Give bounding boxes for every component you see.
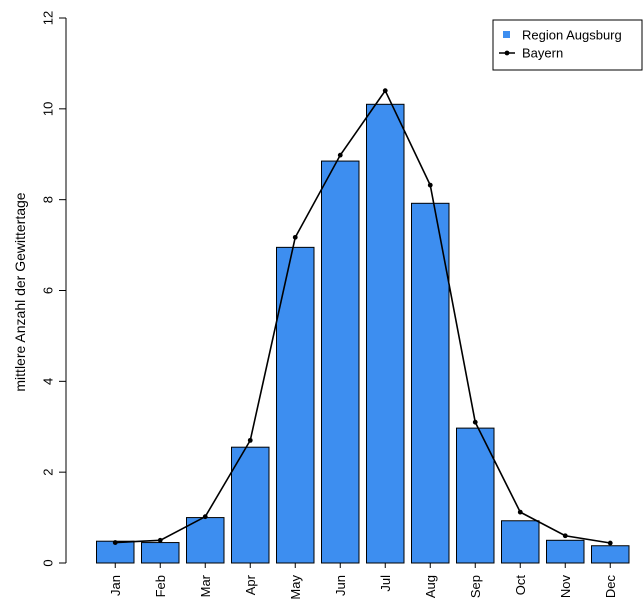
point-bayern-may [292, 234, 298, 240]
legend-box [492, 19, 643, 71]
point-bayern-jan [112, 540, 118, 545]
point-bayern-aug [427, 182, 433, 188]
point-bayern-jun [337, 152, 343, 158]
bar-aug [411, 202, 450, 564]
y-tick-label: 0 [41, 559, 56, 566]
x-tick-label: Nov [558, 575, 573, 599]
bar-series [96, 103, 630, 564]
y-tick-label: 12 [41, 11, 56, 25]
y-tick-label: 2 [41, 469, 56, 476]
point-bayern-nov [562, 533, 568, 539]
bar-sep [456, 427, 495, 564]
x-axis: Jan Feb Mar Apr May Jun Jul Aug Sep Oct Nov Dec [108, 563, 618, 600]
line-series [112, 88, 613, 546]
bar-mar [186, 517, 225, 564]
bar-dec [591, 545, 630, 564]
x-tick-label: Jul [378, 575, 393, 592]
y-axis-label: mittlere Anzahl der Gewittertage [12, 192, 28, 391]
legend-label-bayern: Bayern [522, 46, 563, 61]
x-tick-label: Jun [333, 575, 348, 596]
point-bayern-mar [202, 514, 208, 520]
legend-swatch-region-augsburg [503, 31, 510, 38]
x-tick-label: Dec [603, 575, 618, 599]
point-bayern-apr [247, 437, 253, 443]
point-bayern-sep [472, 419, 478, 425]
y-tick-label: 6 [41, 287, 56, 294]
x-tick-label: Apr [243, 574, 258, 595]
x-tick-label: Oct [513, 575, 528, 596]
point-bayern-feb [157, 537, 163, 543]
bar-feb [141, 542, 180, 564]
point-bayern-jul [382, 88, 388, 94]
x-tick-label: Sep [468, 575, 483, 598]
bar-jul [366, 103, 405, 564]
x-tick-label: Jan [108, 575, 123, 596]
x-tick-label: Aug [423, 575, 438, 598]
legend: Region Augsburg Bayern [492, 19, 643, 71]
x-tick-label: Mar [198, 574, 213, 597]
bar-apr [231, 446, 270, 564]
bar-may [276, 246, 315, 564]
bar-oct [501, 520, 540, 564]
line-bayern [115, 89, 611, 544]
y-tick-label: 4 [41, 378, 56, 385]
y-tick-label: 8 [41, 196, 56, 203]
point-bayern-oct [517, 509, 523, 515]
bar-jun [321, 160, 360, 564]
legend-point-bayern [504, 50, 510, 56]
y-axis: 0 2 4 6 8 10 12 [41, 11, 67, 567]
x-tick-label: Feb [153, 575, 168, 597]
bar-nov [546, 539, 585, 564]
x-tick-label: May [288, 575, 303, 600]
point-bayern-dec [607, 540, 613, 546]
legend-label-region-augsburg: Region Augsburg [522, 28, 622, 43]
y-tick-label: 10 [41, 102, 56, 116]
